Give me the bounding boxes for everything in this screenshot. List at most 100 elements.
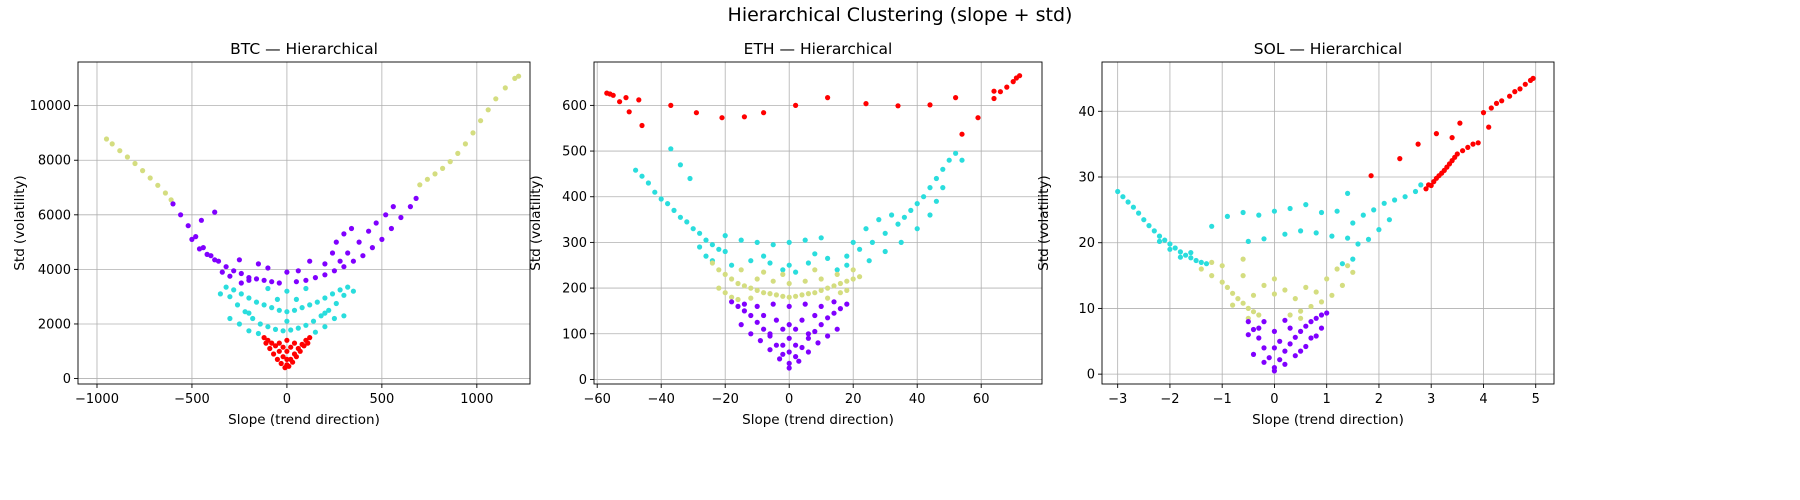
data-point xyxy=(261,335,267,341)
data-point xyxy=(802,301,808,307)
data-point xyxy=(777,356,783,362)
data-point xyxy=(636,97,642,103)
data-point xyxy=(1298,308,1304,314)
data-point xyxy=(818,235,824,241)
data-point xyxy=(132,160,138,167)
data-point xyxy=(267,345,273,352)
data-point xyxy=(1298,328,1304,334)
data-point xyxy=(1245,332,1251,338)
y-axis-label: Std (volatility) xyxy=(528,175,544,270)
data-point xyxy=(940,166,946,172)
data-point xyxy=(1345,190,1351,196)
data-point xyxy=(837,306,844,312)
data-point xyxy=(155,182,161,188)
data-point xyxy=(440,165,446,171)
data-point xyxy=(722,271,728,277)
y-tick-label: 4000 xyxy=(38,263,71,278)
data-point xyxy=(914,226,920,232)
data-point xyxy=(516,73,522,79)
data-point xyxy=(502,85,508,91)
data-point xyxy=(417,182,423,188)
data-point xyxy=(455,150,461,156)
data-point xyxy=(729,294,735,300)
y-tick-label: 0 xyxy=(579,373,587,388)
data-point xyxy=(825,333,831,339)
data-point xyxy=(1475,140,1481,146)
data-point xyxy=(719,115,725,121)
data-point xyxy=(802,237,808,243)
data-point xyxy=(398,214,404,221)
data-point xyxy=(299,305,305,311)
data-point xyxy=(901,214,908,220)
data-point xyxy=(626,109,632,115)
data-point xyxy=(305,340,311,346)
data-point xyxy=(350,288,356,294)
data-point xyxy=(1355,241,1361,247)
data-point xyxy=(1522,81,1528,87)
data-point xyxy=(341,264,347,270)
data-point xyxy=(825,95,831,101)
data-point xyxy=(697,230,703,236)
data-point xyxy=(1250,326,1257,333)
data-point xyxy=(1151,228,1157,234)
x-tick-label: −1 xyxy=(1213,392,1232,407)
data-point xyxy=(337,287,343,293)
data-point xyxy=(1209,259,1215,265)
data-point xyxy=(1428,182,1434,189)
data-point xyxy=(716,267,722,273)
series-0 xyxy=(604,73,1023,137)
data-point xyxy=(424,176,430,182)
data-point xyxy=(757,338,764,344)
series-0 xyxy=(1368,75,1536,192)
x-tick-label: 4 xyxy=(1479,392,1487,407)
data-point xyxy=(818,303,824,309)
data-point xyxy=(1235,296,1241,302)
data-point xyxy=(812,290,818,296)
axes-frame xyxy=(593,61,1043,385)
data-point xyxy=(1418,182,1424,188)
data-point xyxy=(690,226,696,232)
y-tick-label: 500 xyxy=(562,145,587,160)
data-point xyxy=(250,315,256,322)
data-point xyxy=(898,239,904,245)
data-point xyxy=(1203,261,1210,267)
data-point xyxy=(276,340,282,346)
y-tick-label: 0 xyxy=(1087,368,1095,383)
data-point xyxy=(831,310,837,316)
data-point xyxy=(677,162,684,168)
data-point xyxy=(1287,325,1293,331)
data-point xyxy=(1308,303,1314,310)
data-point xyxy=(1167,241,1173,247)
data-point xyxy=(1271,328,1277,334)
data-point xyxy=(1261,345,1267,351)
data-point xyxy=(802,278,808,284)
y-tick-label: 8000 xyxy=(38,154,71,169)
data-point xyxy=(844,287,850,293)
data-point xyxy=(818,322,824,328)
data-point xyxy=(1303,343,1309,350)
data-point xyxy=(780,267,786,273)
data-point xyxy=(933,198,940,204)
data-point xyxy=(1381,200,1387,206)
data-point xyxy=(767,331,773,337)
data-point xyxy=(1360,212,1366,218)
data-point xyxy=(805,349,812,355)
data-point xyxy=(193,234,199,240)
data-point xyxy=(658,196,664,202)
data-point xyxy=(793,342,799,348)
data-point xyxy=(293,296,299,302)
data-point xyxy=(322,324,328,330)
data-point xyxy=(770,242,776,248)
data-point xyxy=(780,293,786,299)
data-point xyxy=(341,292,347,298)
data-point xyxy=(238,291,244,297)
data-point xyxy=(1115,188,1121,195)
y-axis-label: Std (volatility) xyxy=(12,175,28,270)
data-point xyxy=(748,295,754,301)
series-1 xyxy=(170,195,419,286)
data-point xyxy=(889,212,895,218)
x-tick-label: −500 xyxy=(174,392,210,407)
data-point xyxy=(1350,256,1356,262)
data-point xyxy=(447,159,453,165)
data-point xyxy=(269,305,275,311)
